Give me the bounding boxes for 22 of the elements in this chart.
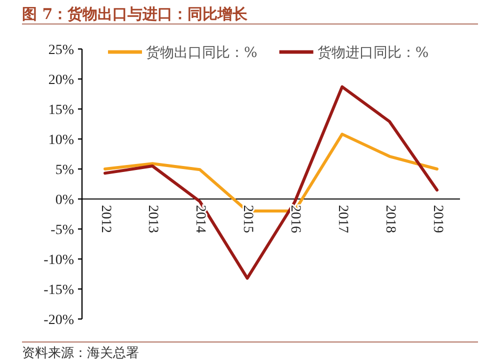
y-tick-label: 10% [48, 133, 74, 148]
y-tick-label: -5% [50, 223, 74, 238]
y-tick-label: 20% [48, 73, 74, 88]
chart-title: 图 7：货物出口与进口：同比增长 [22, 5, 249, 23]
x-tick-label: 2019 [430, 205, 445, 233]
y-tick-label: -10% [44, 253, 74, 268]
y-tick-label: 25% [48, 43, 74, 58]
y-tick-label: 5% [55, 163, 74, 178]
x-tick-label: 2017 [334, 205, 350, 233]
x-tick-label: 2015 [240, 205, 256, 233]
y-tick-label: 0% [55, 193, 74, 208]
x-tick-label: 2014 [192, 205, 208, 233]
y-tick-label: -20% [44, 313, 74, 328]
x-tick-label: 2013 [145, 205, 160, 233]
x-tick-label: 2016 [287, 205, 302, 233]
y-tick-label: -15% [44, 283, 74, 298]
x-tick-label: 2012 [98, 205, 113, 233]
x-tick-label: 2018 [382, 205, 398, 233]
text: 资料来源：海关总署 [22, 346, 139, 361]
legend-label: 货物出口同比：% [146, 45, 258, 61]
y-tick-label: 15% [48, 103, 74, 118]
legend-label: 货物进口同比：% [317, 45, 429, 61]
